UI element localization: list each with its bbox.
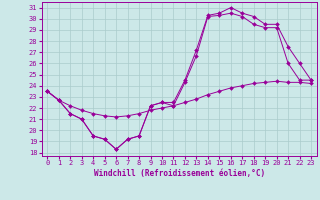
- X-axis label: Windchill (Refroidissement éolien,°C): Windchill (Refroidissement éolien,°C): [94, 169, 265, 178]
